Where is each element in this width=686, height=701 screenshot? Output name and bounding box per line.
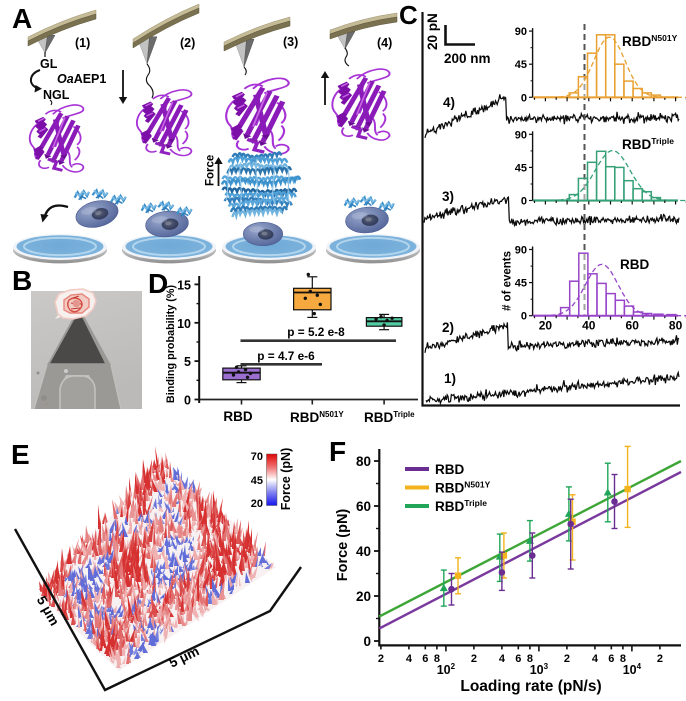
svg-text:(4): (4) bbox=[377, 36, 392, 50]
svg-text:8: 8 bbox=[527, 653, 533, 665]
svg-text:2): 2) bbox=[442, 320, 454, 335]
svg-text:6: 6 bbox=[608, 653, 614, 665]
svg-text:# of events: # of events bbox=[502, 251, 514, 311]
svg-text:2: 2 bbox=[657, 653, 663, 665]
svg-text:F: F bbox=[329, 436, 346, 467]
svg-text:2: 2 bbox=[378, 653, 384, 665]
svg-text:Force: Force bbox=[205, 155, 217, 186]
svg-text:0: 0 bbox=[184, 394, 191, 408]
svg-text:RBD: RBD bbox=[435, 462, 464, 477]
svg-text:C: C bbox=[399, 0, 418, 30]
svg-text:4: 4 bbox=[592, 653, 599, 665]
svg-text:NGL: NGL bbox=[43, 88, 70, 102]
svg-text:40: 40 bbox=[582, 319, 596, 333]
svg-text:0: 0 bbox=[521, 92, 527, 104]
svg-text:6: 6 bbox=[422, 653, 428, 665]
svg-text:200 nm: 200 nm bbox=[444, 51, 491, 66]
svg-text:B: B bbox=[12, 265, 32, 296]
svg-text:0: 0 bbox=[363, 634, 371, 649]
svg-text:p = 4.7 e-6: p = 4.7 e-6 bbox=[257, 349, 315, 363]
svg-text:RBD: RBD bbox=[620, 257, 649, 272]
svg-text:60: 60 bbox=[356, 499, 371, 514]
svg-text:20: 20 bbox=[356, 589, 371, 604]
svg-text:3): 3) bbox=[442, 189, 454, 204]
svg-text:90: 90 bbox=[515, 245, 527, 257]
svg-text:1): 1) bbox=[444, 371, 456, 386]
svg-text:E: E bbox=[11, 439, 30, 470]
svg-text:Loading rate (pN/s): Loading rate (pN/s) bbox=[460, 678, 601, 695]
svg-text:4): 4) bbox=[443, 95, 455, 110]
svg-text:Binding probability (%): Binding probability (%) bbox=[165, 285, 177, 404]
svg-text:8: 8 bbox=[620, 653, 626, 665]
svg-text:6: 6 bbox=[515, 653, 521, 665]
svg-text:90: 90 bbox=[515, 129, 527, 141]
svg-text:20 pN: 20 pN bbox=[425, 13, 440, 50]
svg-text:4: 4 bbox=[499, 653, 506, 665]
svg-text:A: A bbox=[12, 3, 32, 34]
svg-text:2: 2 bbox=[471, 653, 477, 665]
svg-text:45: 45 bbox=[515, 59, 527, 71]
svg-text:4: 4 bbox=[406, 653, 413, 665]
svg-text:45: 45 bbox=[515, 162, 527, 174]
svg-text:5: 5 bbox=[184, 355, 191, 369]
svg-text:2: 2 bbox=[564, 653, 570, 665]
svg-text:D: D bbox=[148, 268, 168, 299]
svg-text:45: 45 bbox=[251, 475, 263, 487]
svg-text:60: 60 bbox=[626, 319, 640, 333]
svg-text:(3): (3) bbox=[283, 35, 298, 49]
svg-text:45: 45 bbox=[515, 278, 527, 290]
svg-text:70: 70 bbox=[251, 451, 263, 463]
svg-text:0: 0 bbox=[521, 196, 527, 208]
svg-text:OaAEP1: OaAEP1 bbox=[57, 72, 106, 86]
svg-text:Force (pN): Force (pN) bbox=[335, 509, 351, 582]
svg-text:80: 80 bbox=[356, 454, 371, 469]
svg-text:20: 20 bbox=[251, 498, 263, 510]
svg-text:Force (pN): Force (pN) bbox=[279, 448, 293, 511]
svg-text:(2): (2) bbox=[180, 36, 195, 50]
svg-text:20: 20 bbox=[539, 319, 553, 333]
svg-text:RBD: RBD bbox=[223, 409, 252, 424]
svg-text:p = 5.2 e-8: p = 5.2 e-8 bbox=[287, 325, 345, 339]
svg-text:40: 40 bbox=[356, 544, 371, 559]
svg-text:15: 15 bbox=[177, 278, 191, 292]
svg-text:80: 80 bbox=[669, 319, 683, 333]
svg-text:10: 10 bbox=[177, 317, 191, 331]
svg-text:90: 90 bbox=[515, 26, 527, 38]
svg-text:0: 0 bbox=[521, 311, 527, 323]
svg-text:8: 8 bbox=[434, 653, 440, 665]
svg-text:(1): (1) bbox=[75, 36, 90, 50]
svg-text:GL: GL bbox=[40, 57, 58, 71]
